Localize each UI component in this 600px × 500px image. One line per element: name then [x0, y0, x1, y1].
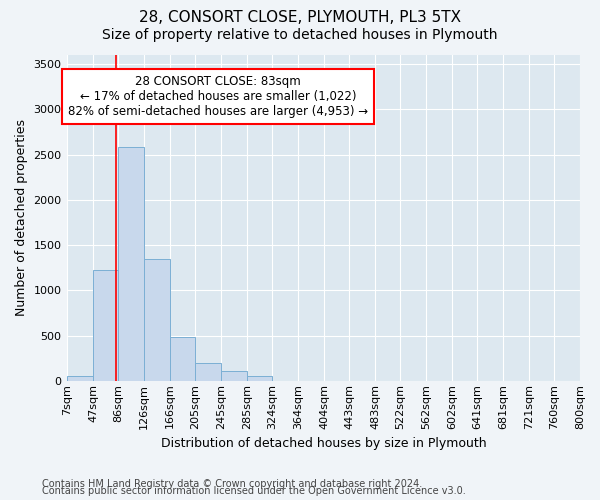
X-axis label: Distribution of detached houses by size in Plymouth: Distribution of detached houses by size … — [161, 437, 487, 450]
Text: 28, CONSORT CLOSE, PLYMOUTH, PL3 5TX: 28, CONSORT CLOSE, PLYMOUTH, PL3 5TX — [139, 10, 461, 25]
Y-axis label: Number of detached properties: Number of detached properties — [15, 120, 28, 316]
Text: Size of property relative to detached houses in Plymouth: Size of property relative to detached ho… — [102, 28, 498, 42]
Bar — [247, 376, 272, 381]
Bar — [93, 270, 118, 381]
Bar — [170, 336, 195, 381]
Text: 28 CONSORT CLOSE: 83sqm
← 17% of detached houses are smaller (1,022)
82% of semi: 28 CONSORT CLOSE: 83sqm ← 17% of detache… — [68, 75, 368, 118]
Bar — [195, 363, 221, 381]
Bar — [118, 148, 144, 381]
Text: Contains HM Land Registry data © Crown copyright and database right 2024.: Contains HM Land Registry data © Crown c… — [42, 479, 422, 489]
Bar — [67, 376, 93, 381]
Bar — [221, 371, 247, 381]
Text: Contains public sector information licensed under the Open Government Licence v3: Contains public sector information licen… — [42, 486, 466, 496]
Bar — [144, 258, 170, 381]
